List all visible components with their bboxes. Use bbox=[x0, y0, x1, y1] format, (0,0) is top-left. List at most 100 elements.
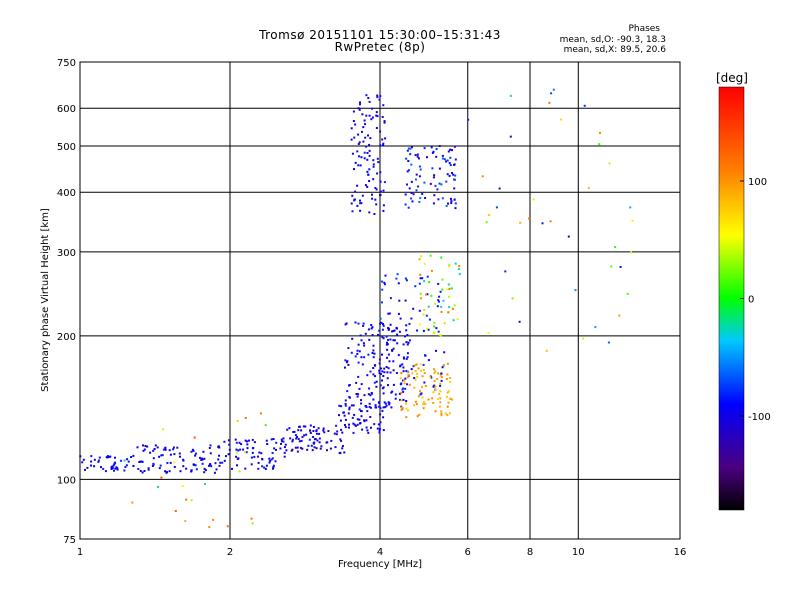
data-point bbox=[405, 324, 408, 327]
data-point bbox=[440, 256, 443, 259]
data-point bbox=[427, 305, 430, 308]
data-point bbox=[147, 468, 150, 471]
data-point bbox=[152, 449, 155, 452]
data-point bbox=[348, 384, 351, 386]
data-point bbox=[355, 381, 358, 384]
data-point bbox=[519, 221, 522, 224]
data-point bbox=[411, 372, 414, 375]
data-point bbox=[231, 467, 233, 470]
data-point bbox=[138, 461, 141, 463]
data-point bbox=[272, 466, 275, 469]
data-point bbox=[237, 449, 240, 452]
data-point bbox=[424, 385, 427, 387]
data-point bbox=[176, 446, 179, 449]
y-tick-label: 500 bbox=[57, 142, 76, 153]
data-point bbox=[335, 433, 338, 436]
data-point bbox=[386, 377, 389, 380]
data-point bbox=[393, 329, 396, 332]
data-point bbox=[164, 446, 167, 449]
data-point bbox=[439, 290, 442, 293]
data-point bbox=[384, 283, 386, 286]
data-point bbox=[347, 347, 350, 350]
data-point bbox=[350, 202, 353, 205]
data-point bbox=[190, 469, 193, 472]
data-point bbox=[343, 414, 346, 417]
data-point bbox=[265, 464, 268, 467]
data-point bbox=[377, 401, 380, 404]
data-point bbox=[123, 459, 126, 462]
data-point bbox=[300, 439, 303, 442]
data-point bbox=[151, 465, 154, 467]
data-point bbox=[418, 282, 421, 285]
data-point bbox=[347, 363, 350, 366]
data-point bbox=[397, 282, 400, 285]
data-point bbox=[432, 176, 435, 179]
data-point bbox=[295, 437, 298, 440]
data-point bbox=[440, 334, 443, 337]
data-point bbox=[607, 341, 610, 344]
data-point bbox=[422, 363, 425, 366]
data-point bbox=[111, 467, 114, 470]
data-point bbox=[368, 114, 371, 117]
data-point bbox=[532, 198, 535, 201]
data-point bbox=[447, 202, 449, 205]
x-tick-label: 4 bbox=[377, 547, 383, 558]
data-point bbox=[97, 459, 100, 462]
data-point bbox=[431, 397, 434, 400]
data-point bbox=[344, 418, 347, 421]
data-point bbox=[383, 367, 386, 370]
data-point bbox=[200, 459, 203, 461]
data-point bbox=[371, 392, 373, 395]
data-point bbox=[344, 366, 346, 369]
data-point bbox=[225, 455, 227, 458]
data-point bbox=[402, 387, 404, 390]
data-point bbox=[375, 203, 378, 206]
data-point bbox=[360, 399, 362, 402]
data-point bbox=[447, 150, 450, 153]
data-point bbox=[396, 333, 399, 336]
data-point bbox=[218, 464, 221, 467]
data-point bbox=[366, 374, 369, 377]
data-point bbox=[418, 200, 421, 203]
data-point bbox=[379, 317, 382, 320]
data-point bbox=[318, 441, 321, 444]
data-point bbox=[438, 182, 441, 185]
data-point bbox=[366, 429, 369, 432]
data-point bbox=[312, 436, 315, 438]
data-point bbox=[372, 165, 375, 168]
data-point bbox=[228, 448, 231, 451]
data-point bbox=[179, 470, 182, 473]
data-point bbox=[264, 467, 267, 470]
data-point bbox=[434, 302, 437, 305]
data-point bbox=[376, 94, 379, 97]
data-point bbox=[375, 188, 378, 191]
data-point bbox=[629, 206, 632, 209]
data-point bbox=[451, 398, 454, 401]
data-point bbox=[427, 359, 430, 362]
data-point bbox=[434, 370, 437, 373]
data-point bbox=[344, 424, 346, 426]
data-point bbox=[114, 467, 117, 470]
data-point bbox=[403, 379, 406, 382]
data-point bbox=[359, 334, 362, 337]
data-point bbox=[385, 404, 388, 407]
data-point bbox=[423, 381, 426, 384]
data-point bbox=[442, 364, 445, 367]
data-point bbox=[445, 205, 448, 207]
data-point bbox=[434, 184, 437, 187]
data-point bbox=[157, 485, 159, 488]
data-point bbox=[487, 332, 490, 334]
data-point bbox=[202, 450, 205, 453]
data-point bbox=[347, 412, 350, 415]
data-point bbox=[406, 356, 409, 359]
data-point bbox=[358, 155, 360, 158]
data-point bbox=[405, 341, 408, 344]
data-point bbox=[454, 262, 457, 265]
data-point bbox=[381, 379, 383, 382]
data-point bbox=[351, 152, 354, 155]
data-point bbox=[144, 445, 147, 447]
data-point bbox=[582, 337, 585, 340]
data-point bbox=[457, 268, 460, 271]
data-point bbox=[400, 372, 403, 375]
data-point bbox=[446, 391, 449, 394]
